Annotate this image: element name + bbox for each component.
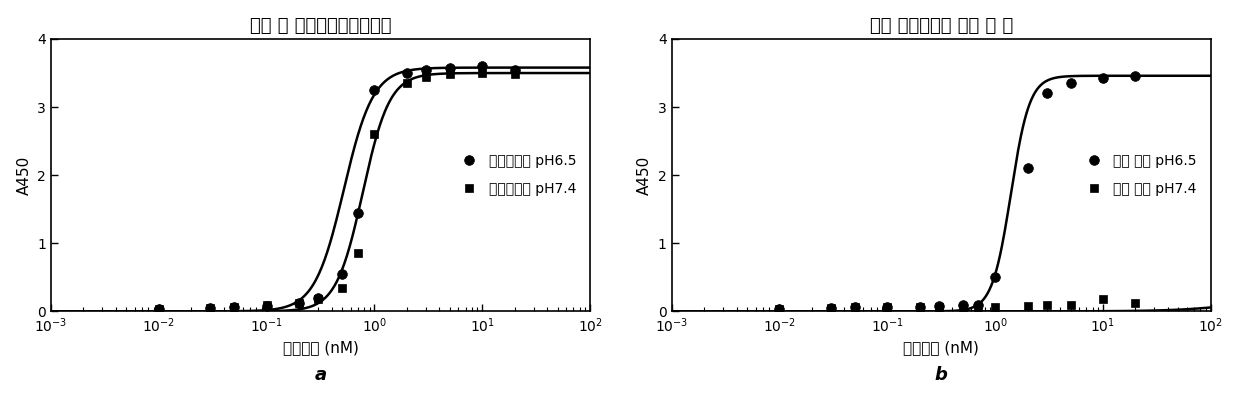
最终 克隆 pH6.5: [1096, 76, 1111, 81]
最终 克隆 pH6.5: [931, 303, 946, 308]
突变前克隆 pH7.4: [418, 75, 433, 80]
最终 克隆 pH6.5: [880, 304, 895, 309]
突变前克隆 pH6.5: [259, 303, 274, 308]
Text: a: a: [315, 366, 326, 384]
突变前克隆 pH7.4: [311, 297, 326, 301]
最终 克隆 pH6.5: [823, 306, 838, 310]
Line: 最终 克隆 pH7.4: 最终 克隆 pH7.4: [775, 295, 1140, 313]
最终 克隆 pH6.5: [1128, 74, 1143, 79]
突变前克隆 pH6.5: [203, 306, 218, 310]
最终 克隆 pH7.4: [1128, 301, 1143, 306]
X-axis label: 抗体浓度 (nM): 抗体浓度 (nM): [903, 340, 980, 355]
最终 克隆 pH6.5: [913, 304, 928, 309]
Title: 突变 前 克隆抗体与抗原结合: 突变 前 克隆抗体与抗原结合: [249, 17, 392, 35]
突变前克隆 pH6.5: [291, 301, 306, 306]
突变前克隆 pH6.5: [507, 67, 522, 72]
最终 克隆 pH7.4: [823, 306, 838, 310]
突变前克隆 pH7.4: [367, 132, 382, 137]
突变前克隆 pH6.5: [335, 272, 350, 276]
突变前克隆 pH7.4: [351, 251, 366, 256]
Line: 最终 克隆 pH6.5: 最终 克隆 pH6.5: [775, 72, 1141, 313]
最终 克隆 pH7.4: [773, 306, 787, 311]
最终 克隆 pH7.4: [913, 304, 928, 309]
最终 克隆 pH6.5: [955, 303, 970, 308]
最终 克隆 pH7.4: [847, 305, 862, 310]
最终 克隆 pH6.5: [1063, 81, 1078, 86]
突变前克隆 pH7.4: [399, 81, 414, 86]
最终 克隆 pH6.5: [988, 275, 1003, 280]
突变前克隆 pH6.5: [351, 210, 366, 215]
最终 克隆 pH7.4: [1039, 303, 1054, 308]
最终 克隆 pH7.4: [971, 304, 986, 309]
最终 克隆 pH7.4: [931, 304, 946, 309]
最终 克隆 pH6.5: [773, 306, 787, 311]
Y-axis label: A450: A450: [637, 155, 652, 195]
最终 克隆 pH7.4: [1063, 302, 1078, 307]
突变前克隆 pH6.5: [227, 305, 242, 310]
突变前克隆 pH7.4: [291, 301, 306, 306]
突变前克隆 pH6.5: [399, 71, 414, 76]
突变前克隆 pH6.5: [367, 88, 382, 92]
最终 克隆 pH6.5: [1021, 166, 1035, 171]
突变前克隆 pH7.4: [151, 306, 166, 311]
突变前克隆 pH7.4: [227, 305, 242, 310]
突变前克隆 pH7.4: [203, 306, 218, 310]
突变前克隆 pH7.4: [507, 72, 522, 77]
Line: 突变前克隆 pH7.4: 突变前克隆 pH7.4: [155, 69, 518, 313]
Title: 最终 克隆抗体与 抗原 结 合: 最终 克隆抗体与 抗原 结 合: [869, 17, 1013, 35]
突变前克隆 pH7.4: [443, 72, 458, 77]
突变前克隆 pH6.5: [311, 295, 326, 300]
X-axis label: 抗体浓度 (nM): 抗体浓度 (nM): [283, 340, 358, 355]
突变前克隆 pH7.4: [335, 285, 350, 290]
最终 克隆 pH7.4: [1096, 297, 1111, 301]
最终 克隆 pH7.4: [988, 304, 1003, 309]
突变前克隆 pH6.5: [418, 67, 433, 72]
突变前克隆 pH6.5: [443, 65, 458, 70]
最终 克隆 pH6.5: [1039, 91, 1054, 96]
突变前克隆 pH6.5: [151, 306, 166, 311]
突变前克隆 pH7.4: [259, 303, 274, 308]
最终 克隆 pH6.5: [971, 302, 986, 307]
Legend: 最终 克隆 pH6.5, 最终 克隆 pH7.4: 最终 克隆 pH6.5, 最终 克隆 pH7.4: [1073, 147, 1204, 203]
最终 克隆 pH7.4: [880, 304, 895, 309]
Y-axis label: A450: A450: [16, 155, 32, 195]
Line: 突变前克隆 pH6.5: 突变前克隆 pH6.5: [154, 61, 520, 313]
突变前克隆 pH7.4: [475, 71, 490, 76]
最终 克隆 pH7.4: [955, 304, 970, 309]
突变前克隆 pH6.5: [475, 64, 490, 69]
Legend: 突变前克隆 pH6.5, 突变前克隆 pH7.4: 突变前克隆 pH6.5, 突变前克隆 pH7.4: [449, 147, 583, 203]
最终 克隆 pH7.4: [1021, 303, 1035, 308]
Text: b: b: [935, 366, 947, 384]
最终 克隆 pH6.5: [847, 305, 862, 310]
